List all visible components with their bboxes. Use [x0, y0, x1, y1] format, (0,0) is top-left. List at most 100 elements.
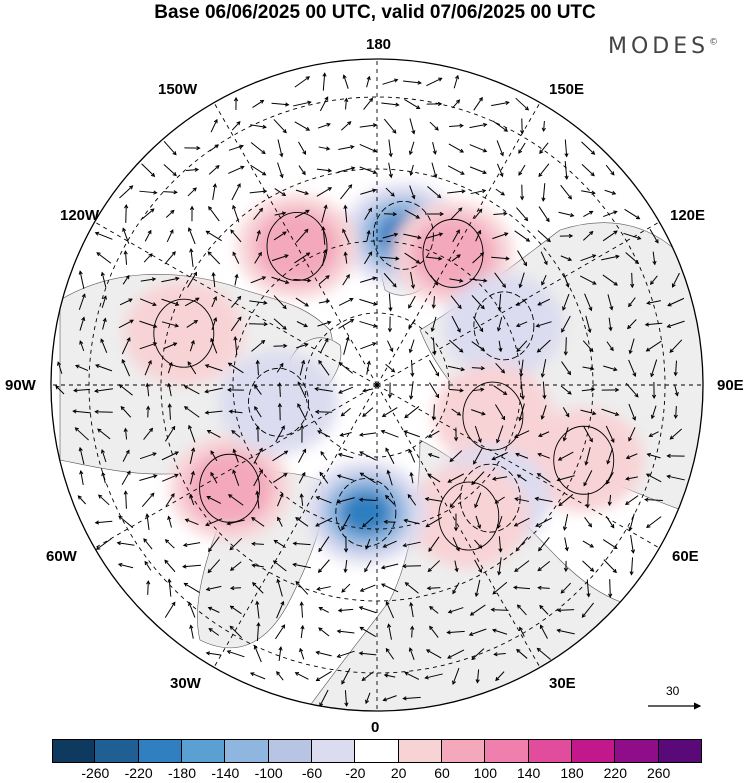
wind-arrow [145, 513, 150, 530]
wind-arrow [227, 494, 244, 506]
wind-arrow [292, 562, 311, 569]
wind-arrow [425, 649, 442, 659]
wind-arrow [79, 316, 86, 331]
wind-arrow [606, 472, 614, 485]
wind-arrow [250, 276, 267, 284]
wind-arrow [449, 278, 464, 283]
wind-arrow [299, 601, 304, 618]
wind-arrow [404, 582, 419, 594]
wind-arrow [232, 204, 240, 223]
wind-arrow [470, 188, 487, 195]
wind-arrow [166, 229, 174, 243]
wind-arrow [541, 274, 547, 286]
wind-arrow [408, 448, 416, 463]
wind-arrow [116, 541, 135, 546]
wind-arrow [428, 536, 440, 553]
wind-arrow [644, 497, 663, 502]
wind-arrow [318, 627, 330, 637]
wind-arrow [628, 297, 636, 308]
colorbar-tick-label: -260 [81, 765, 110, 781]
wind-arrow [143, 427, 154, 440]
wind-arrow [167, 578, 172, 597]
wind-arrow [580, 409, 597, 416]
wind-arrow [451, 408, 462, 416]
wind-arrow [384, 494, 395, 505]
wind-arrow [342, 74, 349, 89]
wind-arrow [447, 649, 465, 659]
wind-arrow [519, 626, 525, 637]
wind-arrow [497, 557, 502, 576]
wind-arrow [231, 183, 241, 201]
wind-arrow [494, 272, 506, 288]
wind-arrow [272, 560, 287, 572]
wind-arrow [338, 361, 354, 374]
wind-arrow [409, 471, 414, 484]
colorbar-tick-label: -100 [254, 765, 283, 781]
wind-arrow [474, 559, 482, 574]
wind-arrow [250, 164, 267, 176]
wind-arrow [294, 252, 311, 264]
wind-arrow [386, 469, 393, 486]
negative-anomaly [443, 273, 564, 378]
wind-arrow [272, 473, 288, 483]
wind-arrow [583, 470, 593, 487]
wind-arrow [645, 340, 662, 352]
wind-arrow [491, 452, 508, 461]
wind-arrow [337, 608, 354, 613]
wind-arrow [249, 189, 268, 194]
wind-arrow [337, 452, 354, 459]
wind-arrow [564, 537, 569, 552]
wind-arrow [187, 227, 196, 245]
wind-arrow [167, 361, 173, 374]
wind-arrow [403, 518, 420, 525]
wind-arrow [666, 320, 685, 328]
wind-arrow [319, 337, 329, 354]
wind-arrow [340, 184, 353, 200]
wind-arrow [100, 338, 108, 353]
wind-arrow [314, 386, 333, 392]
wind-arrow [608, 317, 613, 332]
wind-arrow [359, 276, 377, 283]
colorbar-box [441, 739, 486, 763]
wind-arrow [183, 406, 200, 418]
wind-arrow [447, 365, 466, 372]
wind-arrow [167, 382, 172, 397]
wind-arrow [605, 425, 615, 443]
wind-arrow [562, 407, 570, 418]
wind-arrow [429, 625, 439, 638]
wind-arrow [363, 251, 373, 265]
wind-arrow [316, 168, 333, 173]
wind-arrow [674, 384, 679, 397]
wind-arrow [366, 75, 371, 88]
wind-arrow [450, 295, 462, 310]
wind-arrow [472, 387, 485, 392]
wind-arrow [366, 360, 371, 375]
wind-arrow [495, 362, 506, 374]
colorbar-box [95, 739, 139, 763]
wind-arrow [336, 650, 355, 658]
wind-arrow [212, 183, 217, 200]
wind-arrow [424, 673, 443, 680]
wind-arrow [469, 122, 488, 129]
wind-arrow [628, 513, 635, 532]
wind-arrow [629, 557, 634, 576]
wind-arrow [585, 315, 592, 334]
colorbar-box [181, 739, 226, 763]
wind-arrow [140, 277, 157, 282]
wind-arrow [381, 407, 398, 418]
wind-arrow [189, 248, 194, 267]
wind-arrow [560, 184, 572, 200]
wind-arrow [583, 426, 593, 443]
wind-arrow [365, 692, 371, 705]
wind-arrow [493, 385, 508, 396]
wind-arrow [602, 230, 618, 242]
wind-arrow [628, 338, 635, 355]
wind-arrow [211, 296, 217, 308]
wind-arrow [454, 560, 459, 573]
wind-arrow [229, 605, 242, 615]
height-contour [266, 211, 328, 281]
wind-arrow [625, 453, 638, 460]
wind-arrow [534, 496, 553, 503]
wind-arrow [146, 405, 151, 418]
wind-arrow [409, 185, 416, 200]
